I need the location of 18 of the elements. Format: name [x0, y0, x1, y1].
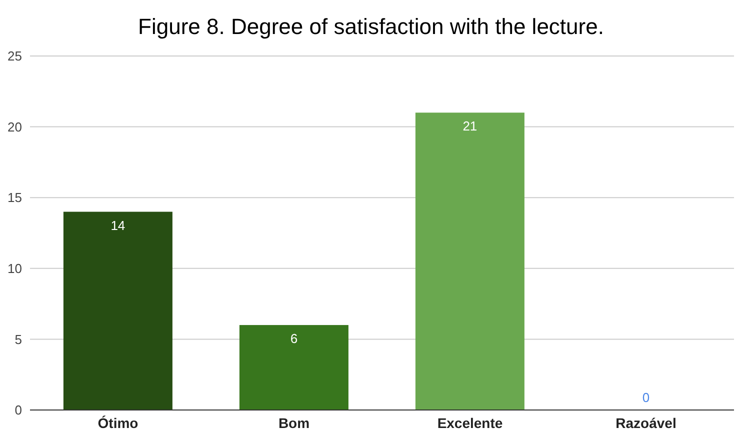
y-tick-label: 20	[8, 119, 22, 134]
x-tick-label: Ótimo	[98, 414, 138, 431]
y-tick-label: 15	[8, 190, 22, 206]
data-label: 6	[290, 331, 298, 346]
data-label: 0	[642, 390, 650, 405]
x-tick-label: Bom	[278, 414, 310, 431]
x-tick-label: Excelente	[437, 414, 503, 431]
y-tick-label: 0	[14, 402, 22, 418]
y-tick-label: 10	[8, 261, 22, 276]
chart-title: Figure 8. Degree of satisfaction with the lecture.	[137, 13, 605, 41]
y-tick-label: 25	[8, 48, 22, 64]
bar	[415, 112, 524, 410]
y-tick-label: 5	[14, 332, 22, 347]
data-label: 21	[462, 118, 478, 134]
bar	[63, 212, 172, 410]
x-tick-label: Razoável	[616, 414, 676, 431]
bar	[239, 325, 348, 410]
data-label: 14	[110, 218, 126, 233]
